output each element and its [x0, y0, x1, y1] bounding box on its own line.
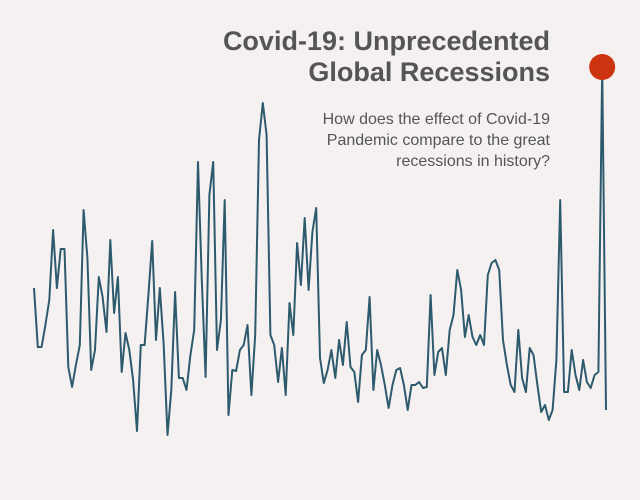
chart-title: Global Recessions — [308, 57, 550, 87]
chart-subtitle: recessions in history? — [396, 153, 550, 170]
peak-marker — [589, 54, 616, 80]
chart-title: Covid-19: Unprecedented — [223, 26, 550, 56]
data-line — [33, 66, 607, 436]
chart-subtitle: Pandemic compare to the great — [327, 132, 551, 149]
chart-subtitle: How does the effect of Covid-19 — [323, 111, 550, 128]
